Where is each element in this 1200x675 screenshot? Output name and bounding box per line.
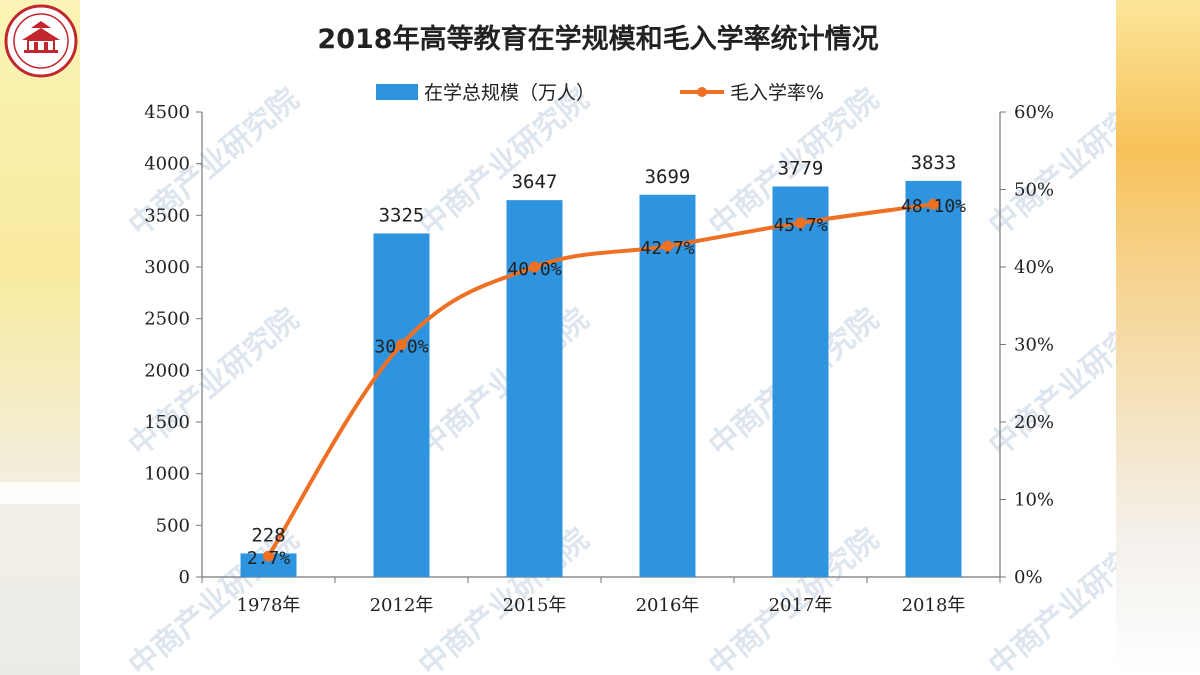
rate-value-label: 2.7% xyxy=(247,548,291,569)
y-right-tick-label: 50% xyxy=(1014,180,1054,201)
y-left-tick-label: 2500 xyxy=(144,309,190,330)
y-right-tick-label: 0% xyxy=(1014,567,1043,588)
y-left-tick-label: 500 xyxy=(156,515,190,536)
rate-point xyxy=(396,339,407,350)
watermark-text: 中商产业研究院 xyxy=(412,82,595,244)
data-labels: 228 3325 3647 3699 3779 3833 2.7% 30.0% 40.0% 42.… xyxy=(247,152,966,569)
y-left-tick-label: 3000 xyxy=(144,257,190,278)
bar-value-label: 3779 xyxy=(778,158,824,180)
bar-value-label: 3325 xyxy=(379,204,425,226)
y-right-tick-label: 40% xyxy=(1014,257,1054,278)
rate-point xyxy=(662,240,673,252)
bar-value-label: 3699 xyxy=(645,166,691,188)
rate-value-label: 42.7% xyxy=(640,238,694,259)
bar-series xyxy=(240,180,962,578)
rate-value-label: 30.0% xyxy=(374,337,428,358)
y-right-tick-label: 30% xyxy=(1014,335,1054,356)
x-tick-label: 2012年 xyxy=(370,595,434,616)
x-tick-label: 1978年 xyxy=(237,595,301,616)
bar xyxy=(639,194,696,577)
rate-value-label: 40.0% xyxy=(507,259,561,280)
legend-bar-label: 在学总规模（万人） xyxy=(424,82,595,104)
bar-value-label: 228 xyxy=(251,524,285,546)
y-left-tick-label: 4000 xyxy=(144,154,190,175)
x-tick-label: 2016年 xyxy=(636,595,700,616)
legend: 在学总规模（万人） 毛入学率% xyxy=(376,82,824,104)
bar xyxy=(506,200,563,578)
chart-panel: 中商产业研究院 中商产业研究院 中商产业研究院 中商产业研究院 中商产业研究院 中商产业研… xyxy=(80,0,1116,675)
line-series xyxy=(263,198,939,562)
x-tick-label: 2018年 xyxy=(902,595,966,616)
watermark-text: 中商产业研究院 xyxy=(982,302,1116,464)
slide-background-right xyxy=(1115,0,1200,675)
rate-point xyxy=(529,261,540,273)
watermark-text: 中商产业研究院 xyxy=(412,302,595,464)
rate-value-label: 48.10% xyxy=(901,196,966,217)
university-logo xyxy=(4,4,78,78)
y-left-tick-label: 1000 xyxy=(144,464,190,485)
y-left-tick-label: 0 xyxy=(179,567,190,588)
rate-value-label: 45.7% xyxy=(773,215,827,236)
bar-value-label: 3647 xyxy=(512,171,558,193)
rate-point xyxy=(263,550,274,562)
y-right-tick-label: 20% xyxy=(1014,412,1054,433)
rate-point xyxy=(928,198,939,210)
y-right-tick-label: 10% xyxy=(1014,490,1054,511)
slide-background-stripe xyxy=(0,482,82,504)
y-left-tick-label: 1500 xyxy=(144,412,190,433)
y-left-tick-label: 4500 xyxy=(144,102,190,123)
y-right-tick-label: 60% xyxy=(1014,102,1054,123)
rate-point xyxy=(795,217,806,229)
bar xyxy=(772,186,829,577)
bar-value-label: 3833 xyxy=(911,152,957,174)
rate-line xyxy=(266,202,934,558)
bar xyxy=(240,553,297,577)
legend-line-marker xyxy=(697,87,707,97)
watermark-text: 中商产业研究院 xyxy=(982,522,1116,675)
chart-title: 2018年高等教育在学规模和毛入学率统计情况 xyxy=(317,23,878,55)
y-left-tick-label: 2000 xyxy=(144,360,190,381)
legend-line-label: 毛入学率% xyxy=(730,82,824,104)
axes: 0 500 1000 1500 2000 2500 3000 3500 4000 4500 0% 10… xyxy=(144,102,1054,616)
bar xyxy=(905,180,962,577)
x-tick-label: 2017年 xyxy=(769,595,833,616)
bar xyxy=(373,233,430,577)
legend-bar-swatch xyxy=(376,84,418,100)
slide-background-left xyxy=(0,0,80,675)
x-tick-label: 2015年 xyxy=(503,595,567,616)
y-left-tick-label: 3500 xyxy=(144,205,190,226)
